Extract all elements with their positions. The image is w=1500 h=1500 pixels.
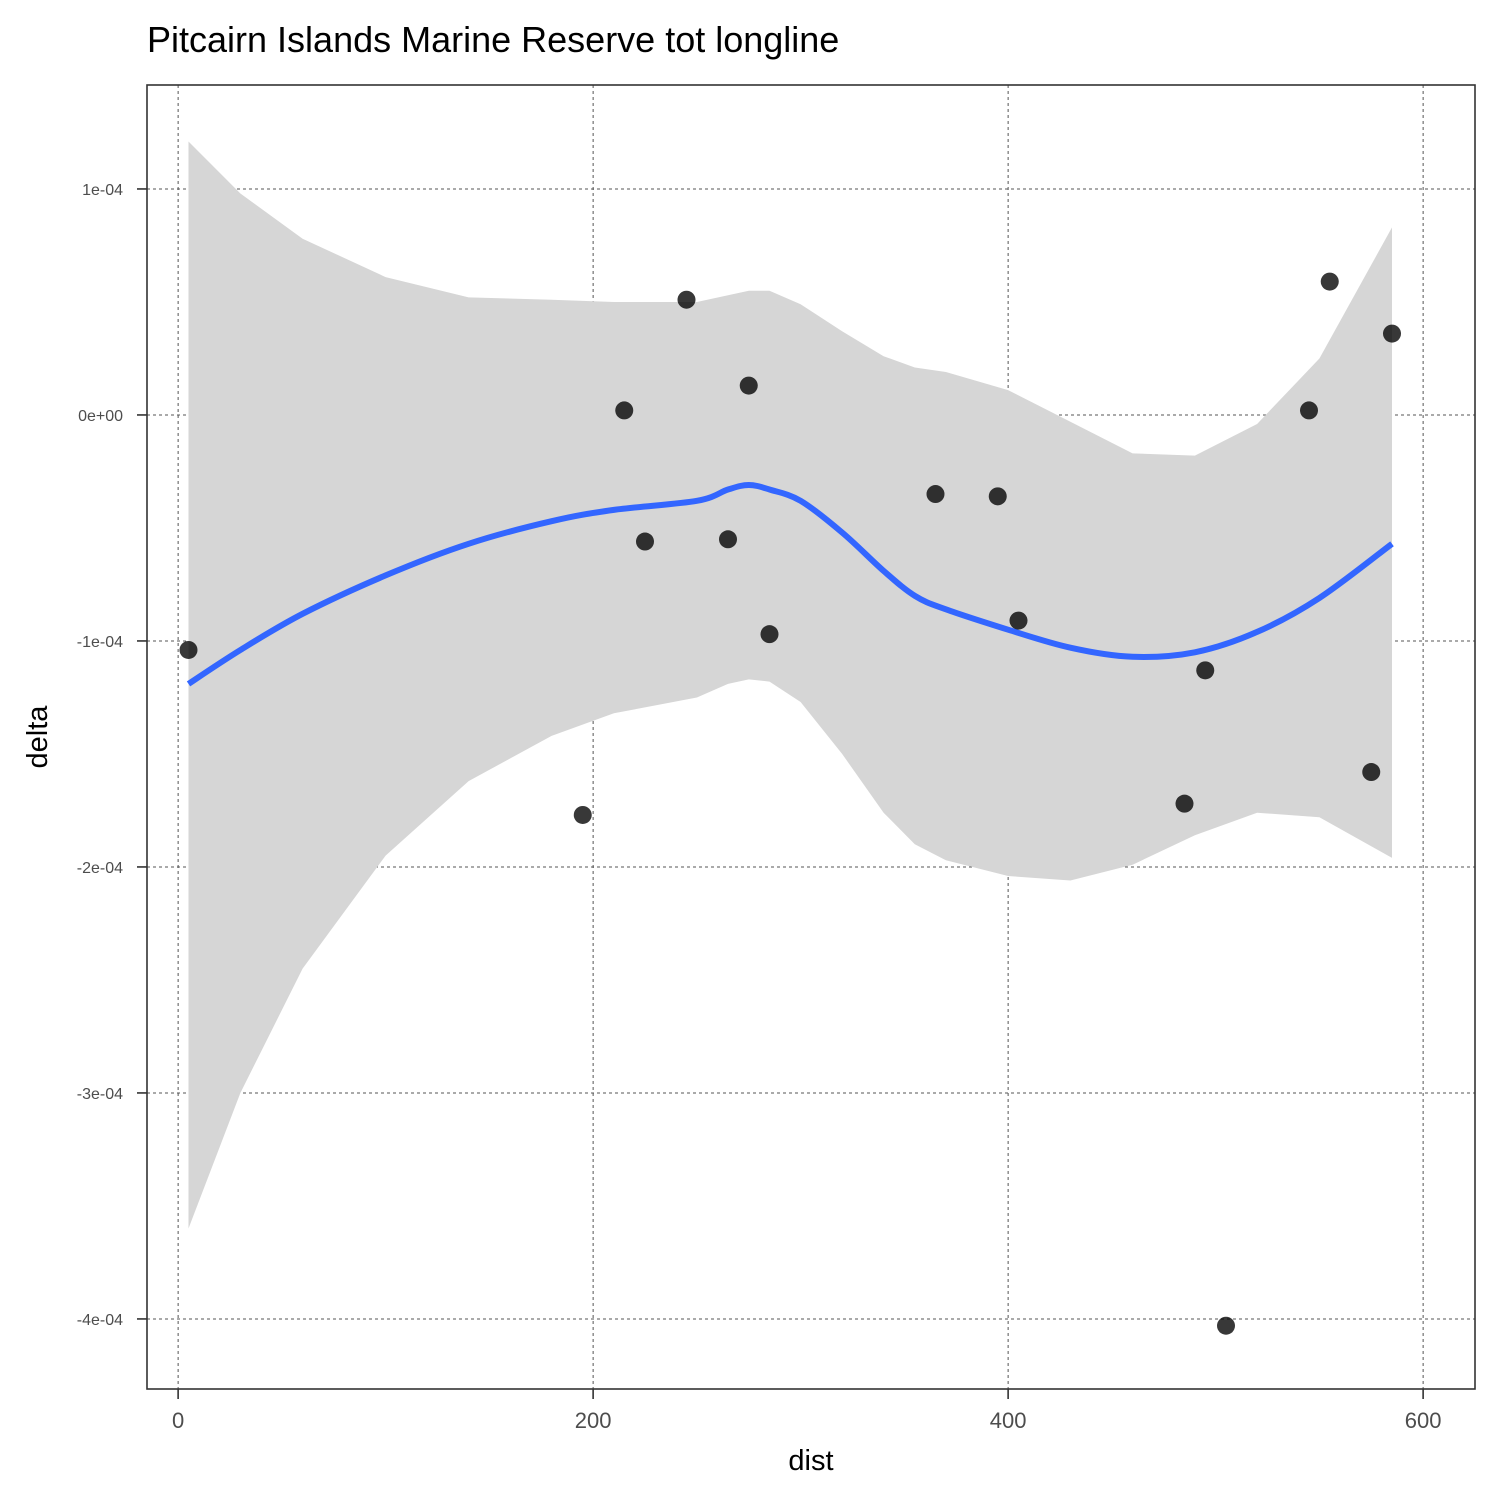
x-tick-label-2: 400 xyxy=(990,1408,1027,1433)
data-point-12 xyxy=(1196,661,1215,680)
data-point-1 xyxy=(573,805,592,824)
y-tick-label-5: -4e-04 xyxy=(77,1312,123,1329)
data-point-5 xyxy=(719,530,737,549)
data-point-6 xyxy=(739,376,758,395)
y-tick-label-4: -3e-04 xyxy=(77,1086,123,1103)
panel-border xyxy=(146,84,1476,1390)
data-point-0 xyxy=(179,640,198,659)
data-point-7 xyxy=(760,625,779,644)
data-point-13 xyxy=(1217,1316,1235,1335)
data-point-9 xyxy=(988,487,1007,506)
data-point-8 xyxy=(926,485,945,504)
y-tick-label-1: 0e+00 xyxy=(78,408,123,425)
data-point-11 xyxy=(1175,794,1194,813)
x-tick-label-0: 0 xyxy=(172,1408,184,1433)
chart-title: Pitcairn Islands Marine Reserve tot long… xyxy=(147,19,839,60)
x-tick-label-1: 200 xyxy=(575,1408,612,1433)
y-tick-label-2: -1e-04 xyxy=(77,634,123,651)
data-point-2 xyxy=(615,401,634,420)
smooth-line xyxy=(186,482,1394,687)
data-point-17 xyxy=(1383,324,1401,343)
confidence-band xyxy=(188,141,1392,1229)
y-tick-label-3: -2e-04 xyxy=(77,860,123,877)
x-axis-title: dist xyxy=(788,1445,833,1477)
y-axis-title: delta xyxy=(22,705,54,769)
data-point-16 xyxy=(1362,763,1381,782)
data-point-15 xyxy=(1320,272,1339,291)
data-point-14 xyxy=(1300,401,1318,420)
x-tick-label-3: 600 xyxy=(1405,1408,1442,1433)
plot-area: 1e-04 0e+00 -1e-04 -2e-04 -3e-04 -4e-04 0 200 40… xyxy=(77,84,1476,1433)
data-point-3 xyxy=(636,532,654,551)
y-tick-label-0: 1e-04 xyxy=(82,182,123,199)
data-point-10 xyxy=(1009,611,1028,630)
data-point-4 xyxy=(677,290,696,309)
